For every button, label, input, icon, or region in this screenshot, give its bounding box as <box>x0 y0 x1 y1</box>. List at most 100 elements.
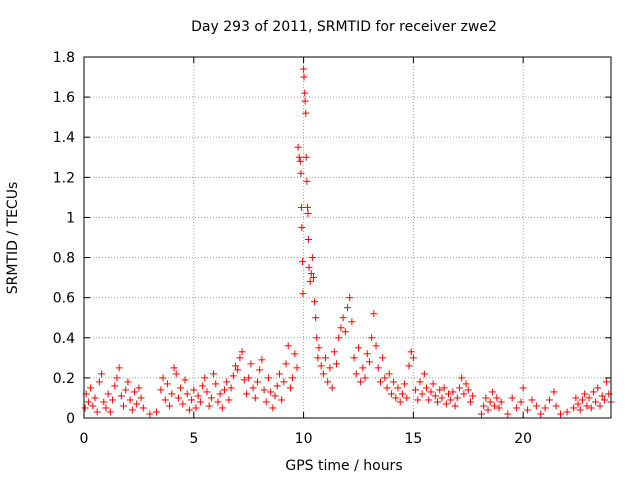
data-point <box>163 380 171 388</box>
data-point <box>199 382 207 390</box>
data-point <box>308 254 316 262</box>
grid-lines <box>84 57 611 418</box>
data-point <box>464 386 472 394</box>
data-point <box>218 404 226 412</box>
data-point <box>333 360 341 368</box>
data-point <box>311 298 319 306</box>
data-point <box>466 398 474 406</box>
data-point <box>495 404 503 412</box>
data-point <box>600 396 608 404</box>
data-point <box>592 398 600 406</box>
data-point <box>418 390 426 398</box>
data-point <box>552 402 560 410</box>
data-point <box>528 396 536 404</box>
data-point <box>370 310 378 318</box>
data-point <box>234 366 242 374</box>
data-point <box>177 384 185 392</box>
data-point <box>161 396 169 404</box>
data-point <box>188 396 196 404</box>
data-point <box>513 404 521 412</box>
data-point <box>256 366 264 374</box>
chart-title: Day 293 of 2011, SRMTID for receiver zwe… <box>191 19 497 35</box>
data-point <box>442 400 450 408</box>
data-point <box>434 398 442 406</box>
data-point <box>225 396 233 404</box>
data-point <box>425 396 433 404</box>
data-point <box>458 374 466 382</box>
data-point <box>392 394 400 402</box>
data-point <box>451 402 459 410</box>
data-point <box>589 388 597 396</box>
data-point <box>303 177 311 185</box>
data-point <box>541 404 549 412</box>
data-point <box>563 408 571 416</box>
data-point <box>111 382 119 390</box>
data-point <box>372 342 380 350</box>
data-point <box>89 402 97 410</box>
data-point <box>587 404 595 412</box>
data-point <box>420 370 428 378</box>
data-point <box>192 404 200 412</box>
data-point <box>135 384 143 392</box>
data-point <box>124 378 132 386</box>
data-point <box>319 370 327 378</box>
data-point <box>409 354 417 362</box>
data-point <box>212 380 220 388</box>
data-point <box>438 394 446 402</box>
data-point <box>385 370 393 378</box>
y-tick-label: 1 <box>66 210 75 226</box>
data-point <box>87 384 95 392</box>
data-point <box>227 384 235 392</box>
data-point <box>460 390 468 398</box>
data-point <box>271 392 279 400</box>
data-point <box>300 73 308 81</box>
data-point <box>359 364 367 372</box>
data-point <box>312 314 320 322</box>
x-tick-label: 15 <box>404 431 422 447</box>
data-point <box>207 394 215 402</box>
y-tick-label: 0.2 <box>53 371 75 387</box>
data-point <box>335 334 343 342</box>
data-point <box>361 374 369 382</box>
data-point <box>524 406 532 414</box>
data-point <box>376 378 384 386</box>
y-tick-label: 0.6 <box>53 291 75 307</box>
y-tick-label: 0 <box>66 411 75 427</box>
data-point <box>313 334 321 342</box>
data-point <box>352 370 360 378</box>
data-point <box>576 406 584 414</box>
data-point <box>267 388 275 396</box>
data-point <box>304 203 312 211</box>
data-point <box>436 386 444 394</box>
data-point <box>183 390 191 398</box>
data-point <box>519 384 527 392</box>
data-point <box>315 344 323 352</box>
data-point <box>298 258 306 266</box>
data-point <box>81 404 89 412</box>
data-point <box>298 223 306 231</box>
y-tick-label: 1.2 <box>53 170 75 186</box>
data-point <box>168 390 176 398</box>
data-point <box>297 203 305 211</box>
data-point <box>447 396 455 404</box>
data-point <box>477 410 485 418</box>
data-point <box>139 404 147 412</box>
data-point <box>350 354 358 362</box>
data-point <box>179 400 187 408</box>
data-point <box>216 390 224 398</box>
data-point <box>508 394 516 402</box>
data-point <box>401 380 409 388</box>
data-point <box>203 388 211 396</box>
data-point <box>146 410 154 418</box>
data-point <box>236 354 244 362</box>
data-point <box>453 394 461 402</box>
data-point <box>299 290 307 298</box>
data-point <box>346 294 354 302</box>
data-point <box>205 402 213 410</box>
data-point <box>348 318 356 326</box>
data-point <box>480 402 488 410</box>
plot-frame <box>83 56 612 419</box>
x-tick-label: 10 <box>295 431 313 447</box>
data-point <box>354 344 362 352</box>
y-tick-label: 0.8 <box>53 251 75 267</box>
